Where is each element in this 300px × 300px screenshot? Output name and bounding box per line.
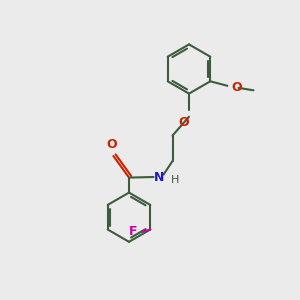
Text: O: O bbox=[106, 139, 117, 152]
Text: O: O bbox=[231, 81, 242, 94]
Text: H: H bbox=[170, 175, 179, 185]
Text: N: N bbox=[154, 171, 164, 184]
Text: O: O bbox=[178, 116, 189, 128]
Text: F: F bbox=[129, 225, 137, 239]
